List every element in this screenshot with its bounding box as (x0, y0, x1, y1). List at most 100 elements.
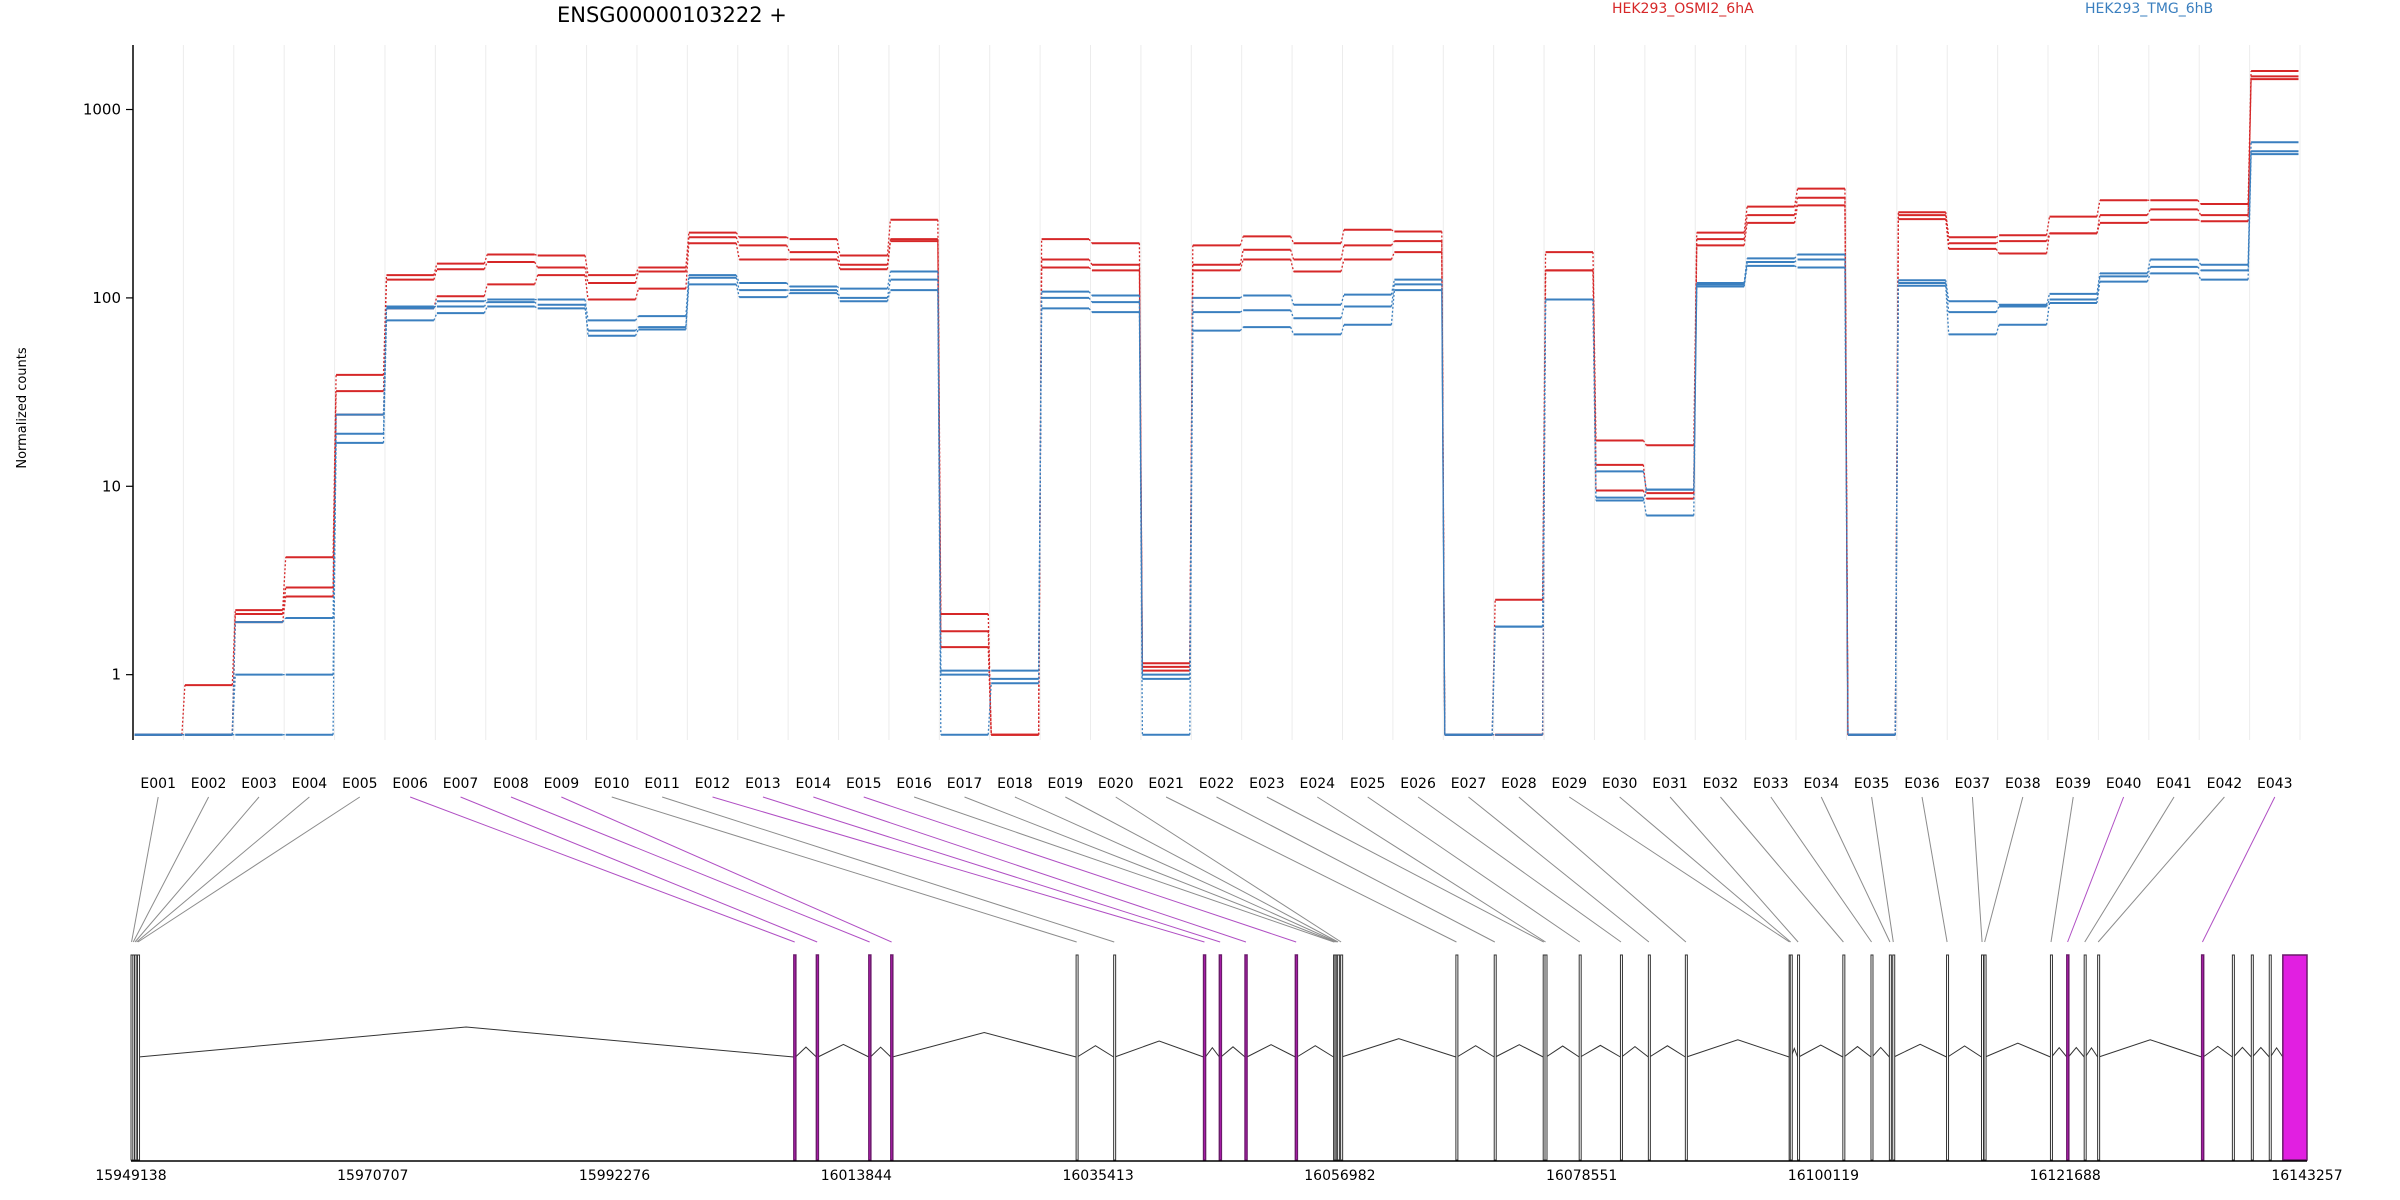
exon-connector (1266, 796, 1545, 943)
exon-connector (762, 796, 1221, 943)
step-connector (282, 596, 287, 623)
step-connector (886, 289, 892, 302)
step-connector (2096, 200, 2101, 217)
exon-box (1493, 954, 1497, 1161)
exon-connector (510, 796, 870, 943)
exon-connector (1165, 796, 1457, 943)
step-connector (1793, 197, 1799, 216)
x-tick-label: E007 (443, 776, 479, 792)
step-connector (231, 622, 236, 735)
step-connector (685, 284, 690, 330)
exon-connector (1317, 796, 1546, 943)
genomic-coordinate-axis: 15949138 15970707 15992276 16013844 16035413… (95, 1160, 2343, 1184)
step-connector (534, 305, 539, 309)
coordinate-tick-label: 16035413 (1062, 1168, 1133, 1184)
intron-line (1220, 1046, 1246, 1058)
x-tick-label: E035 (1854, 776, 1890, 792)
exon-box (1870, 954, 1874, 1161)
x-tick-label: E022 (1199, 776, 1235, 792)
step-connector (836, 285, 841, 290)
step-connector (1189, 330, 1194, 735)
intron-line (1114, 1040, 1204, 1058)
step-connector (2045, 233, 2051, 242)
x-tick-label: E019 (1048, 776, 1084, 792)
coordinate-tick-label: 16121688 (2030, 1168, 2101, 1184)
step-connector (1995, 248, 2000, 254)
step-connector (1390, 240, 1395, 246)
intron-line (2269, 1046, 2284, 1058)
x-tick-label: E026 (1400, 776, 1436, 792)
exon-box (2250, 954, 2254, 1161)
exon-connector (1468, 796, 1650, 943)
step-connector (1945, 219, 1950, 249)
step-connector (1340, 324, 1345, 335)
intron-line (1076, 1045, 1114, 1058)
exon-box (1578, 954, 1582, 1161)
step-connector (2247, 154, 2252, 280)
exon-box (1789, 954, 1793, 1161)
step-connector (1289, 310, 1295, 319)
step-connector (584, 304, 589, 336)
x-tick-label: E034 (1803, 776, 1839, 792)
exon-connector (1871, 796, 1894, 943)
step-connector (1642, 497, 1648, 516)
step-connector (1945, 280, 1950, 302)
step-connector (1088, 291, 1093, 296)
series-6 (134, 153, 2299, 736)
step-connector (2146, 266, 2151, 277)
step-connector (2197, 219, 2202, 222)
exon-connector (134, 796, 260, 943)
x-tick-label: E027 (1451, 776, 1487, 792)
step-connector (1642, 490, 1647, 499)
step-connector (634, 267, 640, 276)
coordinate-tick-label: 15949138 (95, 1168, 166, 1184)
exon-connector (1367, 796, 1581, 943)
exon-connector (2050, 796, 2074, 943)
exon-connector (1820, 796, 1891, 943)
exon-box (2268, 954, 2272, 1161)
x-tick-label: E011 (644, 776, 680, 792)
x-tick-label: E037 (1955, 776, 1991, 792)
step-connector (1390, 290, 1396, 325)
x-tick-label: E014 (796, 776, 832, 792)
step-connector (836, 259, 841, 270)
step-connector (1088, 267, 1093, 271)
intron-line (795, 1046, 817, 1058)
series-lines (134, 70, 2299, 736)
step-connector (1088, 307, 1093, 313)
step-connector (1743, 215, 1748, 240)
exon-box (1544, 954, 1548, 1161)
step-connector (2096, 273, 2101, 294)
x-tick-label: E040 (2106, 776, 2142, 792)
step-connector (1541, 299, 1547, 735)
x-tick-label: E006 (392, 776, 428, 792)
y-tick-label: 1000 (83, 101, 121, 119)
y-axis-label: Normalized counts (15, 347, 30, 469)
exon-connector (1014, 796, 1337, 943)
series-4 (134, 141, 2299, 736)
x-tick-label: E030 (1602, 776, 1638, 792)
x-tick-label: E016 (896, 776, 932, 792)
step-connector (786, 236, 790, 240)
step-connector (1995, 324, 2000, 335)
intron-line (1621, 1045, 1649, 1058)
exon-connector (1115, 796, 1342, 943)
step-connector (1995, 300, 2000, 306)
step-connector (534, 253, 538, 257)
step-connector (2096, 281, 2101, 304)
x-tick-label: E017 (947, 776, 983, 792)
step-connector (534, 301, 539, 306)
step-connector (2197, 273, 2202, 280)
intron-line (2098, 1039, 2202, 1058)
step-connector (886, 279, 892, 299)
step-connector (1037, 308, 1043, 684)
step-connector (1642, 489, 1647, 501)
exon-connector (132, 796, 210, 943)
exon-connector (2097, 796, 2225, 943)
coordinate-tick-label: 15992276 (579, 1168, 650, 1184)
exon-connector (813, 796, 1247, 943)
intron-line (1204, 1046, 1220, 1058)
step-connector (685, 243, 690, 289)
y-axis: 1 10 100 1000 (83, 45, 134, 740)
exon-connector (561, 796, 892, 943)
